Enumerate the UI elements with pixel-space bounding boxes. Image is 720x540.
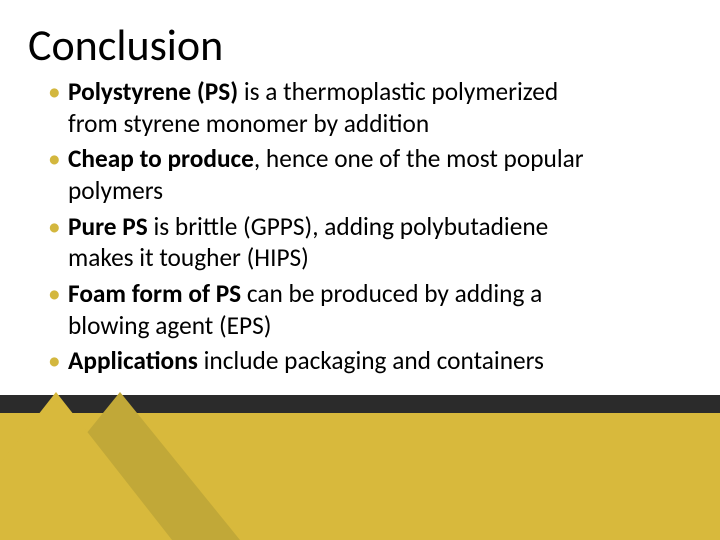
bullet-item: Foam form of PS can be produced by addin… (68, 278, 598, 341)
bullet-bold: Cheap to produce (68, 143, 254, 174)
bullet-rest: include packaging and containers (198, 345, 544, 376)
bullet-item: Cheap to produce, hence one of the most … (68, 143, 598, 206)
bullet-bold: Pure PS (68, 211, 148, 242)
bullet-bold: Applications (68, 345, 198, 376)
bullet-bold: Polystyrene (PS) (68, 76, 238, 107)
slide: Conclusion Polystyrene (PS) is a thermop… (0, 0, 720, 540)
bullet-item: Polystyrene (PS) is a thermoplastic poly… (68, 76, 598, 139)
triangle-lighter (0, 392, 172, 540)
bullet-item: Pure PS is brittle (GPPS), adding polybu… (68, 211, 598, 274)
slide-title: Conclusion (28, 18, 223, 72)
bullet-item: Applications include packaging and conta… (68, 345, 598, 377)
bullet-list: Polystyrene (PS) is a thermoplastic poly… (68, 76, 598, 381)
bullet-bold: Foam form of PS (68, 278, 241, 309)
